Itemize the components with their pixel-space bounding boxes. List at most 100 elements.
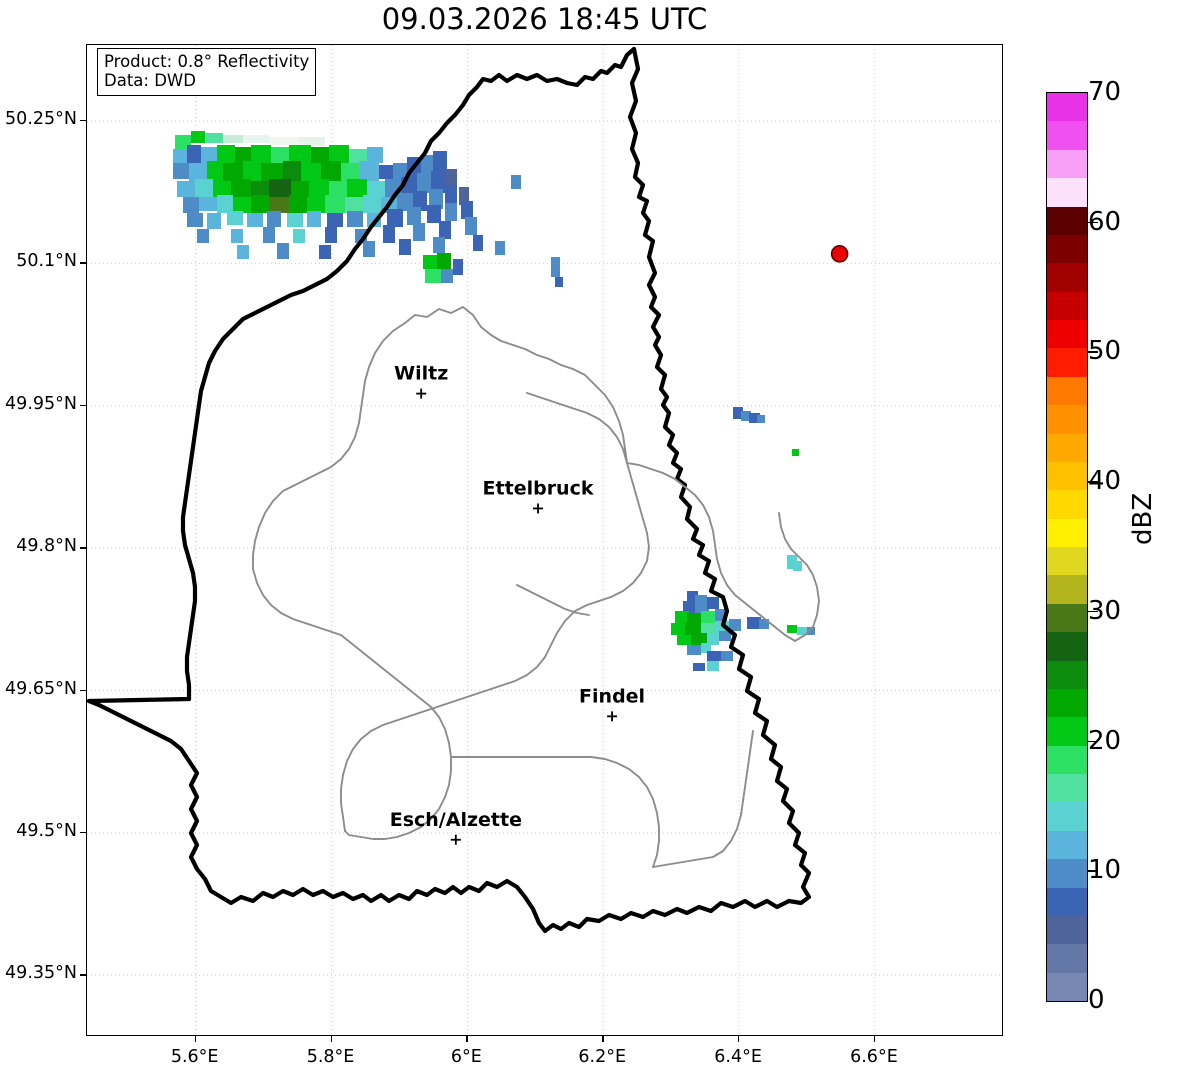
radar-cell	[267, 211, 281, 227]
radar-cell	[205, 133, 223, 143]
radar-cell	[307, 211, 321, 227]
radar-cell	[787, 625, 797, 633]
colorbar-band	[1047, 263, 1087, 292]
radar-cell	[251, 145, 271, 163]
radar-station-marker[interactable]	[830, 245, 849, 263]
page-title: 09.03.2026 18:45 UTC	[381, 2, 708, 36]
colorbar-tick-mark-10	[1087, 870, 1098, 872]
colorbar-tick-mark-60	[1087, 221, 1098, 224]
map-svg: Wiltz Ettelbruck Findel Esch/Alzette	[87, 45, 1002, 1035]
radar-cell	[695, 595, 707, 607]
radar-cell	[691, 633, 707, 645]
radar-cell	[445, 203, 457, 221]
colorbar-band	[1047, 802, 1087, 831]
lon-tick-mark-3	[602, 1036, 604, 1042]
radar-cell	[701, 623, 715, 635]
lon-tick-mark-4	[738, 1036, 740, 1042]
radar-map-plot[interactable]: Wiltz Ettelbruck Findel Esch/Alzette	[86, 44, 1003, 1036]
city-label-findel: Findel	[579, 685, 645, 707]
colorbar-band	[1047, 830, 1087, 860]
radar-cell	[433, 151, 447, 171]
radar-cell	[427, 205, 441, 223]
radar-cell	[387, 209, 403, 227]
lon-tick-label-1: 5.8°E	[306, 1047, 355, 1067]
radar-cell	[329, 181, 347, 197]
city-label-ettelbruck: Ettelbruck	[483, 477, 594, 499]
radar-cell	[687, 645, 701, 655]
radar-cell	[195, 179, 213, 197]
radar-cell	[719, 631, 731, 641]
colorbar-band	[1047, 547, 1087, 576]
lon-tick-mark-5	[873, 1036, 876, 1042]
lat-tick-mark-6	[80, 974, 86, 976]
radar-cell	[383, 225, 395, 243]
radar-cell	[693, 663, 705, 671]
radar-cell	[759, 619, 769, 629]
radar-cell	[299, 137, 325, 146]
colorbar-band	[1047, 405, 1087, 434]
radar-cell	[687, 613, 701, 625]
radar-cell	[413, 223, 425, 241]
radar-cell	[417, 173, 431, 193]
radar-cell	[741, 411, 751, 421]
radar-cell	[237, 245, 249, 259]
colorbar-tick-mark-50	[1087, 351, 1098, 354]
colorbar	[1046, 92, 1088, 1002]
radar-cell	[459, 187, 469, 205]
radar-cell	[407, 207, 421, 225]
radar-cell	[187, 145, 201, 163]
radar-cell	[201, 147, 217, 163]
colorbar-tick-mark-30	[1087, 610, 1098, 613]
radar-cell	[223, 163, 243, 181]
radar-cell	[413, 191, 427, 211]
lat-tick-label-2: 49.95°N	[5, 393, 77, 414]
radar-cell	[341, 163, 359, 181]
radar-cell	[177, 181, 195, 197]
radar-cell	[792, 449, 799, 456]
radar-cell	[263, 227, 275, 243]
radar-cell	[431, 171, 445, 193]
colorbar-tick-label-70: 70	[1088, 77, 1122, 107]
colorbar-band	[1047, 717, 1087, 746]
radar-cell	[183, 197, 199, 213]
city-marker-esch-alzette	[450, 834, 461, 845]
radar-cell	[701, 643, 711, 653]
radar-cell	[287, 213, 303, 227]
radar-cell	[197, 229, 209, 243]
lat-tick-mark-1	[80, 262, 86, 264]
radar-cell	[473, 235, 483, 251]
lat-tick-label-4: 49.65°N	[5, 678, 77, 699]
city-marker-wiltz	[416, 388, 427, 399]
radar-cell	[251, 181, 269, 197]
district-border-2	[252, 322, 406, 636]
radar-cell	[445, 185, 457, 205]
radar-cell	[243, 135, 269, 143]
radar-cell	[429, 189, 443, 209]
radar-cell	[235, 147, 251, 163]
info-product-line: Product: 0.8° Reflectivity	[104, 52, 310, 71]
radar-cell	[433, 237, 445, 253]
radar-cell	[207, 213, 221, 229]
colorbar-band	[1047, 859, 1087, 888]
radar-cell	[233, 197, 251, 213]
radar-cell	[465, 217, 477, 235]
radar-station-layer[interactable]	[830, 245, 849, 263]
colorbar-band	[1047, 575, 1087, 604]
colorbar-band	[1047, 490, 1087, 519]
radar-cell	[729, 619, 741, 631]
radar-cell	[551, 257, 560, 277]
radar-cell	[687, 591, 698, 602]
radar-cell	[307, 197, 325, 213]
radar-cell	[749, 413, 760, 423]
radar-cell	[327, 213, 343, 227]
radar-cell	[721, 651, 733, 661]
radar-cell	[399, 239, 411, 255]
district-border-1	[404, 306, 628, 464]
radar-cell	[301, 163, 321, 181]
radar-cell	[363, 241, 375, 257]
radar-cell	[187, 213, 203, 227]
lon-tick-mark-2	[466, 1036, 468, 1042]
colorbar-band	[1047, 348, 1087, 377]
colorbar-band	[1047, 461, 1087, 491]
radar-cell	[289, 145, 311, 163]
